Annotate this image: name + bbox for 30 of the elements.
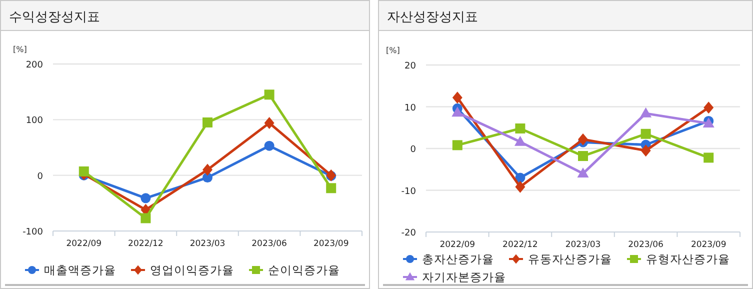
legend-label: 유동자산증가율: [528, 252, 612, 266]
y-tick-label: 200: [26, 60, 44, 70]
y-tick-label: 0: [37, 172, 44, 182]
chart-title: 자산성장성지표: [387, 10, 478, 25]
x-tick-label: 2023/06: [628, 240, 664, 250]
x-tick-label: 2022/12: [502, 240, 538, 250]
y-tick-label: -20: [401, 228, 416, 238]
y-tick-label: -10: [401, 186, 416, 197]
legend-label: 영업이익증가율: [150, 263, 234, 277]
y-tick-label: 10: [404, 103, 416, 114]
legend-label: 자기자본증가율: [422, 270, 506, 284]
x-tick-label: 2023/06: [252, 239, 287, 249]
x-tick-label: 2023/09: [690, 240, 726, 250]
x-tick-label: 2023/03: [190, 239, 226, 249]
x-tick-label: 2023/09: [313, 239, 349, 249]
legend-label: 순이익증가율: [268, 263, 340, 277]
chart-title: 수익성장성지표: [9, 10, 100, 25]
y-axis-title: [%]: [13, 45, 27, 54]
x-tick-label: 2023/03: [565, 240, 601, 250]
legend-label: 매출액증가율: [44, 263, 116, 277]
legend-label: 유형자산증가율: [646, 252, 730, 266]
y-tick-label: 0: [410, 145, 416, 155]
legend-label: 총자산증가율: [422, 252, 494, 266]
x-tick-label: 2022/09: [66, 239, 102, 249]
x-tick-label: 2022/12: [128, 239, 164, 249]
y-tick-label: -100: [22, 228, 44, 238]
y-tick-label: 100: [26, 116, 44, 126]
y-axis-title: [%]: [386, 46, 400, 55]
y-tick-label: 20: [404, 62, 416, 72]
x-tick-label: 2022/09: [440, 240, 476, 250]
